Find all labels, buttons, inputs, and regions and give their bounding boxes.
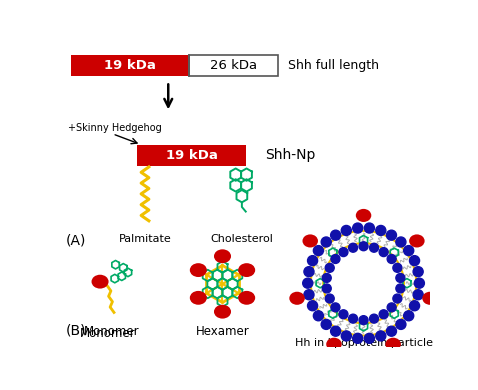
Circle shape [348,314,358,323]
Circle shape [322,273,331,282]
Text: Shh-Np: Shh-Np [265,148,315,162]
Bar [189,55,278,76]
Circle shape [321,319,331,330]
Circle shape [369,243,379,252]
Circle shape [359,316,368,324]
Circle shape [410,255,420,266]
Text: 19 kDa: 19 kDa [165,149,217,162]
Circle shape [304,290,314,300]
Circle shape [376,225,386,236]
Circle shape [303,278,313,288]
Text: Shh full length: Shh full length [288,59,380,72]
Ellipse shape [385,338,401,351]
Circle shape [376,331,386,341]
Circle shape [403,311,414,321]
Ellipse shape [303,234,318,248]
Circle shape [410,301,420,311]
Circle shape [341,331,351,341]
Circle shape [396,273,405,282]
Text: (B): (B) [66,323,87,337]
Circle shape [321,237,331,247]
Ellipse shape [91,275,109,289]
Bar [137,145,246,166]
Circle shape [379,248,388,257]
Circle shape [364,223,374,233]
Circle shape [348,243,358,252]
Ellipse shape [214,305,231,319]
Text: Palmitate: Palmitate [119,234,172,244]
Ellipse shape [422,292,438,305]
Circle shape [331,230,341,240]
Circle shape [386,230,396,240]
Text: 19 kDa: 19 kDa [104,59,155,72]
Circle shape [341,225,351,236]
Circle shape [314,311,324,321]
Circle shape [314,246,324,255]
Ellipse shape [238,291,255,305]
Circle shape [331,255,340,264]
Circle shape [379,310,388,319]
Ellipse shape [190,291,207,305]
Circle shape [339,248,348,257]
Circle shape [393,263,402,272]
Circle shape [307,301,317,311]
Text: 26 kDa: 26 kDa [210,59,257,72]
Circle shape [396,237,406,247]
Circle shape [331,303,340,312]
Bar [71,55,188,76]
Ellipse shape [214,249,231,263]
Text: Cholesterol: Cholesterol [210,234,273,244]
Ellipse shape [356,209,371,222]
Circle shape [359,242,368,251]
Circle shape [307,255,317,266]
Text: Monomer: Monomer [80,327,136,340]
Ellipse shape [409,234,424,248]
Circle shape [304,267,314,277]
Circle shape [364,333,374,343]
Circle shape [387,255,396,264]
Circle shape [387,303,396,312]
Circle shape [339,310,348,319]
Circle shape [393,294,402,303]
Circle shape [369,314,379,323]
Ellipse shape [190,263,207,277]
Circle shape [396,319,406,330]
Circle shape [325,263,334,272]
Circle shape [386,326,396,336]
Circle shape [353,223,363,233]
Text: Hexamer: Hexamer [196,325,250,338]
Circle shape [353,333,363,343]
Ellipse shape [326,338,342,351]
Circle shape [403,246,414,255]
Text: Monomer: Monomer [84,325,140,338]
Circle shape [331,326,341,336]
Circle shape [396,284,405,293]
Text: Hh in lipoprotein particle: Hh in lipoprotein particle [294,338,433,348]
Ellipse shape [289,292,305,305]
Text: +Skinny Hedgehog: +Skinny Hedgehog [67,122,161,133]
Circle shape [413,267,423,277]
Circle shape [414,278,424,288]
Circle shape [325,294,334,303]
Circle shape [322,284,331,293]
Text: (A): (A) [66,234,87,248]
Circle shape [413,290,423,300]
Ellipse shape [238,263,255,277]
